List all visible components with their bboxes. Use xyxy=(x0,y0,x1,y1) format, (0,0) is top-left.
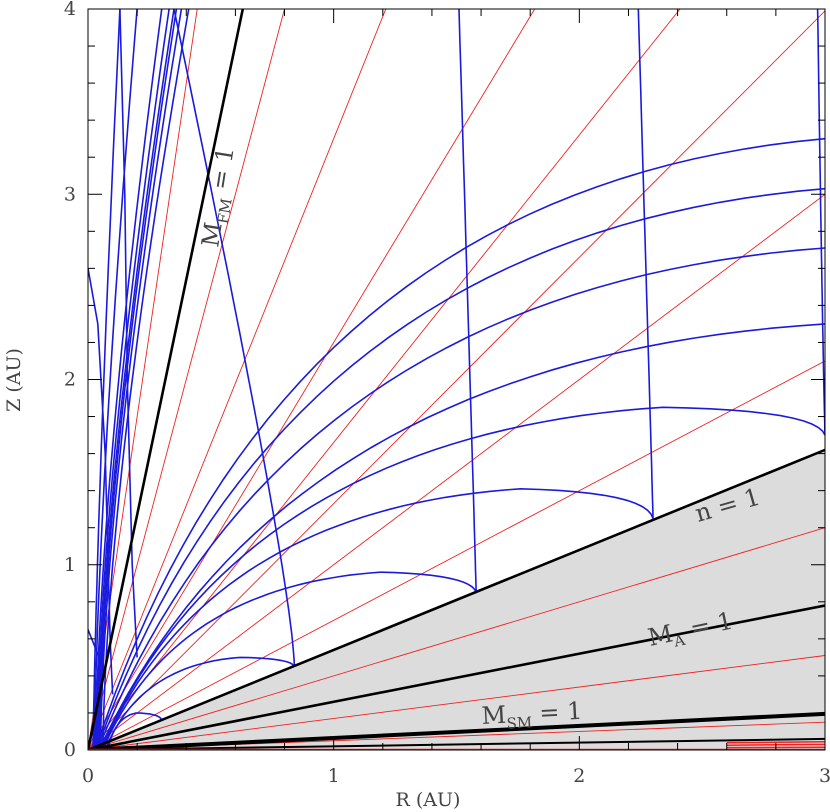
blue-small-curve-2 xyxy=(119,9,138,658)
blue-fan-line-0 xyxy=(94,137,825,750)
blue-fan-line-3 xyxy=(98,323,825,750)
blue-fan-line-1 xyxy=(95,187,825,750)
blue-small-curve-1 xyxy=(88,629,104,667)
x-tick-label: 2 xyxy=(573,765,585,787)
x-tick-label: 1 xyxy=(328,765,340,787)
blue-fan-line-2 xyxy=(97,247,825,750)
red-radial-line-8 xyxy=(88,9,387,750)
blue-steep-line-3 xyxy=(95,9,170,750)
y-tick-label: 4 xyxy=(64,0,76,20)
ticks-layer: 0 1 2 3 0 1 2 3 4 xyxy=(64,0,830,787)
red-disk-line-2 xyxy=(726,740,825,744)
critical-surface-ma xyxy=(88,604,825,750)
x-tick-label: 0 xyxy=(82,765,94,787)
red-radial-line-5 xyxy=(88,10,825,750)
red-radial-line-3 xyxy=(88,360,825,750)
blue-steep-line-0 xyxy=(92,9,121,750)
red-radial-line-7 xyxy=(88,9,536,750)
blue-vertical-line-1 xyxy=(637,9,654,519)
critical-surface-n1 xyxy=(88,448,825,750)
label-msm: MSM = 1 xyxy=(481,697,583,734)
blue-vertical-line-3 xyxy=(173,9,296,667)
blue-steep-line-5 xyxy=(98,9,178,750)
y-axis-label: Z (AU) xyxy=(3,348,25,412)
blue-steep-line-4 xyxy=(97,9,175,750)
y-tick-label: 2 xyxy=(64,369,76,391)
y-tick-label: 1 xyxy=(64,554,76,576)
critical-surfaces-layer xyxy=(88,9,825,750)
red-radial-line-1 xyxy=(88,655,825,750)
red-radial-line-9 xyxy=(88,9,285,750)
y-tick-label: 3 xyxy=(64,183,76,205)
blue-fan-line-5 xyxy=(100,487,654,750)
red-radial-line-4 xyxy=(88,193,825,750)
blue-fan-line-4 xyxy=(99,406,825,750)
y-tick-label: 0 xyxy=(64,739,76,761)
blue-vertical-line-0 xyxy=(458,9,477,593)
red-radial-line-6 xyxy=(88,9,681,750)
critical-surface-mfm xyxy=(88,9,245,750)
red-radial-line-2 xyxy=(88,527,825,750)
blue-steep-line-6 xyxy=(99,9,183,750)
critical-surface-msm xyxy=(88,711,825,750)
x-tick-label: 3 xyxy=(819,765,830,787)
blue-vertical-line-2 xyxy=(816,9,825,436)
blue-fan-line-6 xyxy=(101,571,477,750)
blue-fan-line-8 xyxy=(106,712,163,750)
blue-steep-line-2 xyxy=(94,9,163,750)
critical-surface-disk xyxy=(88,737,825,750)
blue-fan-line-7 xyxy=(104,656,296,750)
blue-field-lines-layer xyxy=(88,9,825,750)
x-axis-label: R (AU) xyxy=(396,789,461,811)
blue-steep-line-7 xyxy=(101,9,190,750)
